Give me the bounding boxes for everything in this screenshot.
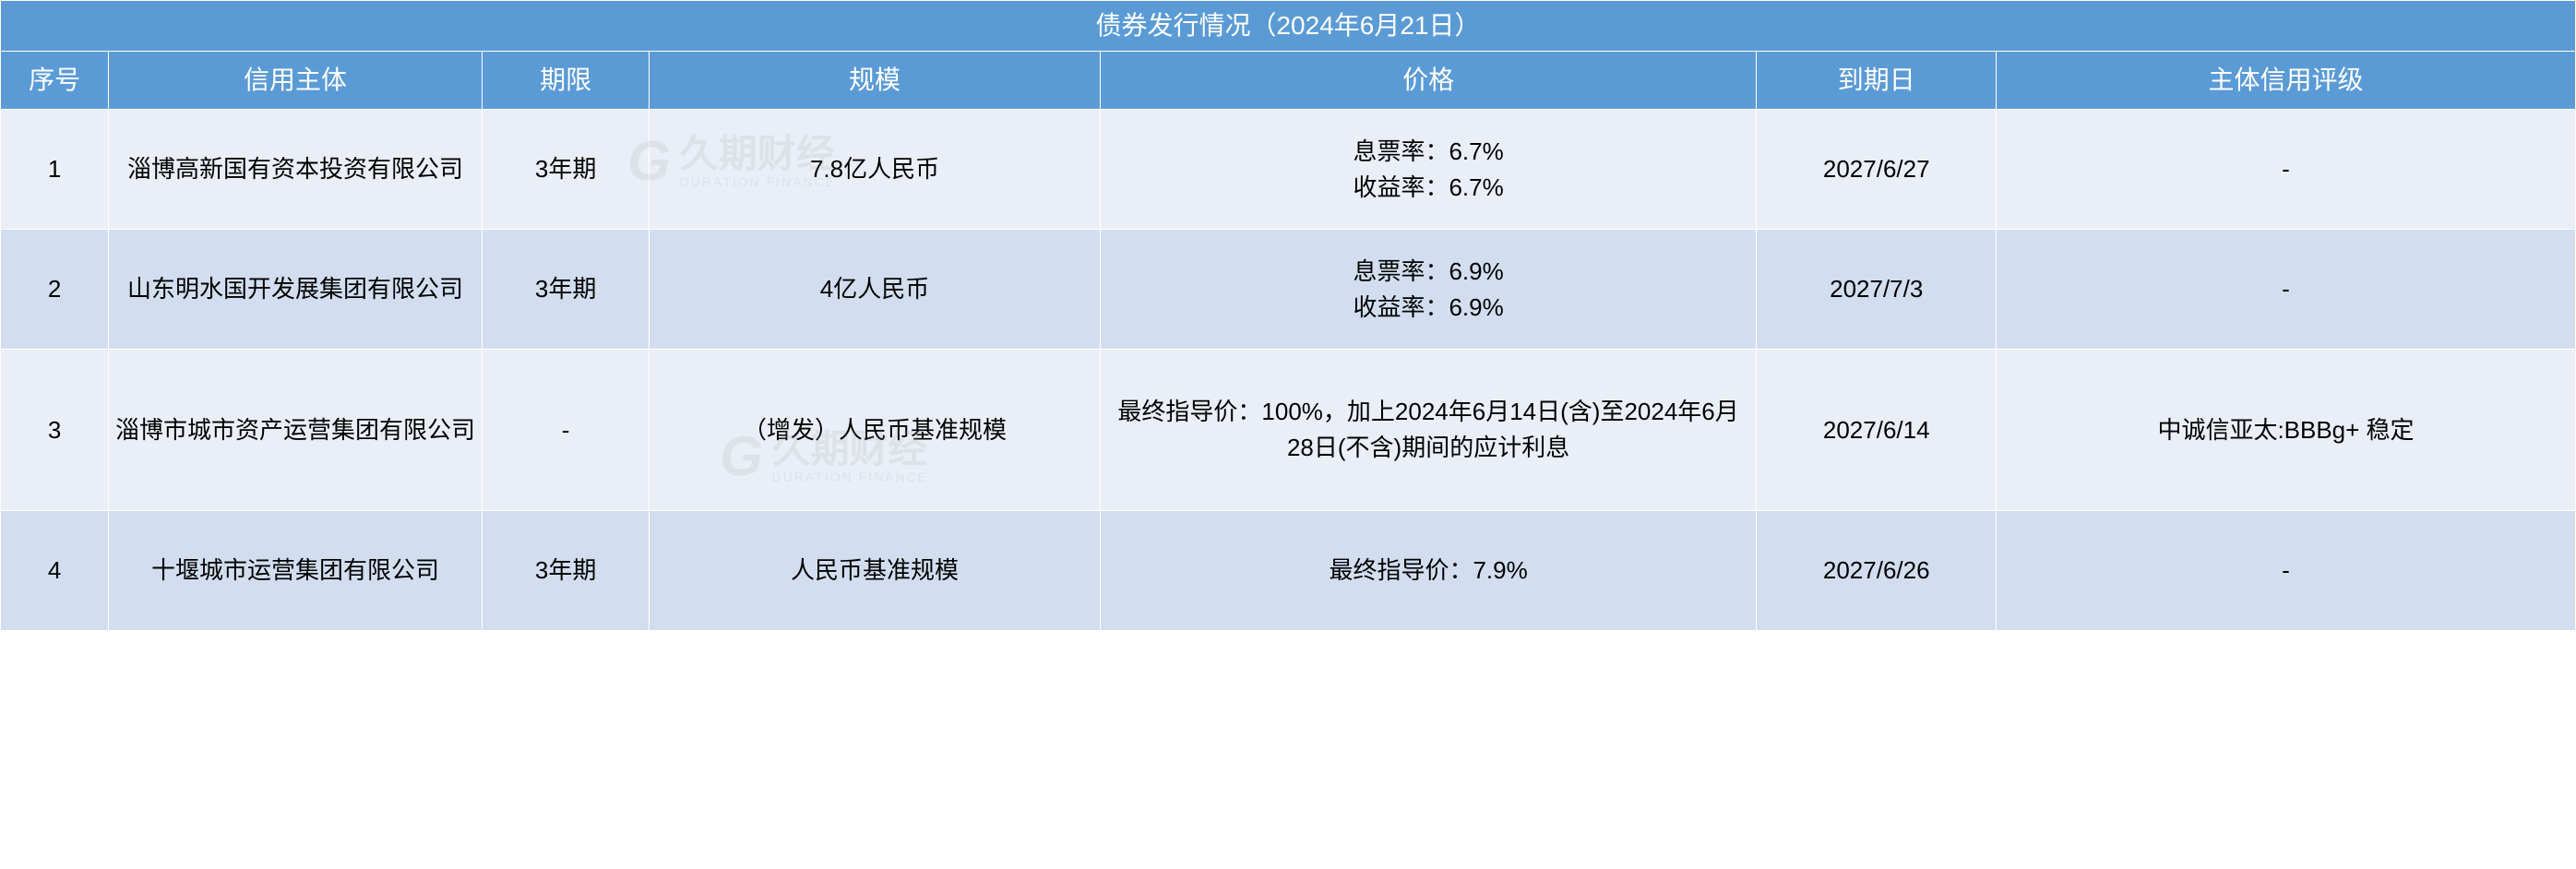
cell-date: 2027/6/27 [1757,110,1997,230]
cell-scale: 4亿人民币 [650,230,1100,350]
cell-scale: 7.8亿人民币 [650,110,1100,230]
cell-date: 2027/7/3 [1757,230,1997,350]
price-line-2: 收益率：6.9% [1106,290,1751,326]
table-row: 2 山东明水国开发展集团有限公司 3年期 4亿人民币 息票率：6.9% 收益率：… [1,230,2576,350]
cell-entity: 十堰城市运营集团有限公司 [109,511,483,631]
cell-price: 最终指导价：100%，加上2024年6月14日(含)至2024年6月28日(不含… [1100,350,1757,511]
table-header-row: 序号 信用主体 期限 规模 价格 到期日 主体信用评级 [1,52,2576,110]
table-row: 4 十堰城市运营集团有限公司 3年期 人民币基准规模 最终指导价：7.9% 20… [1,511,2576,631]
price-line-1: 息票率：6.9% [1106,254,1751,290]
bond-issuance-table: 债券发行情况（2024年6月21日） 序号 信用主体 期限 规模 价格 到期日 … [0,0,2576,631]
price-line-2: 收益率：6.7% [1106,170,1751,206]
cell-entity: 淄博高新国有资本投资有限公司 [109,110,483,230]
cell-entity: 淄博市城市资产运营集团有限公司 [109,350,483,511]
price-line-1: 息票率：6.7% [1106,134,1751,170]
col-header-seq: 序号 [1,52,109,110]
cell-rating: - [1997,511,2576,631]
table-row: 1 淄博高新国有资本投资有限公司 3年期 7.8亿人民币 息票率：6.7% 收益… [1,110,2576,230]
cell-seq: 1 [1,110,109,230]
cell-term: - [482,350,649,511]
cell-seq: 2 [1,230,109,350]
cell-scale: （增发）人民币基准规模 [650,350,1100,511]
cell-price: 息票率：6.9% 收益率：6.9% [1100,230,1757,350]
cell-seq: 3 [1,350,109,511]
col-header-term: 期限 [482,52,649,110]
table-title-row: 债券发行情况（2024年6月21日） [1,1,2576,52]
cell-term: 3年期 [482,230,649,350]
cell-scale: 人民币基准规模 [650,511,1100,631]
table-row: 3 淄博市城市资产运营集团有限公司 - （增发）人民币基准规模 最终指导价：10… [1,350,2576,511]
cell-entity: 山东明水国开发展集团有限公司 [109,230,483,350]
cell-term: 3年期 [482,110,649,230]
cell-date: 2027/6/14 [1757,350,1997,511]
col-header-scale: 规模 [650,52,1100,110]
cell-term: 3年期 [482,511,649,631]
col-header-rating: 主体信用评级 [1997,52,2576,110]
table-title: 债券发行情况（2024年6月21日） [1,1,2576,52]
cell-rating: - [1997,110,2576,230]
col-header-date: 到期日 [1757,52,1997,110]
bond-issuance-table-container: G 久期财经 DURATION FINANCE G 久期财经 DURATION … [0,0,2576,631]
cell-rating: 中诚信亚太:BBBg+ 稳定 [1997,350,2576,511]
col-header-price: 价格 [1100,52,1757,110]
cell-date: 2027/6/26 [1757,511,1997,631]
cell-price: 最终指导价：7.9% [1100,511,1757,631]
cell-seq: 4 [1,511,109,631]
cell-rating: - [1997,230,2576,350]
cell-price: 息票率：6.7% 收益率：6.7% [1100,110,1757,230]
col-header-entity: 信用主体 [109,52,483,110]
